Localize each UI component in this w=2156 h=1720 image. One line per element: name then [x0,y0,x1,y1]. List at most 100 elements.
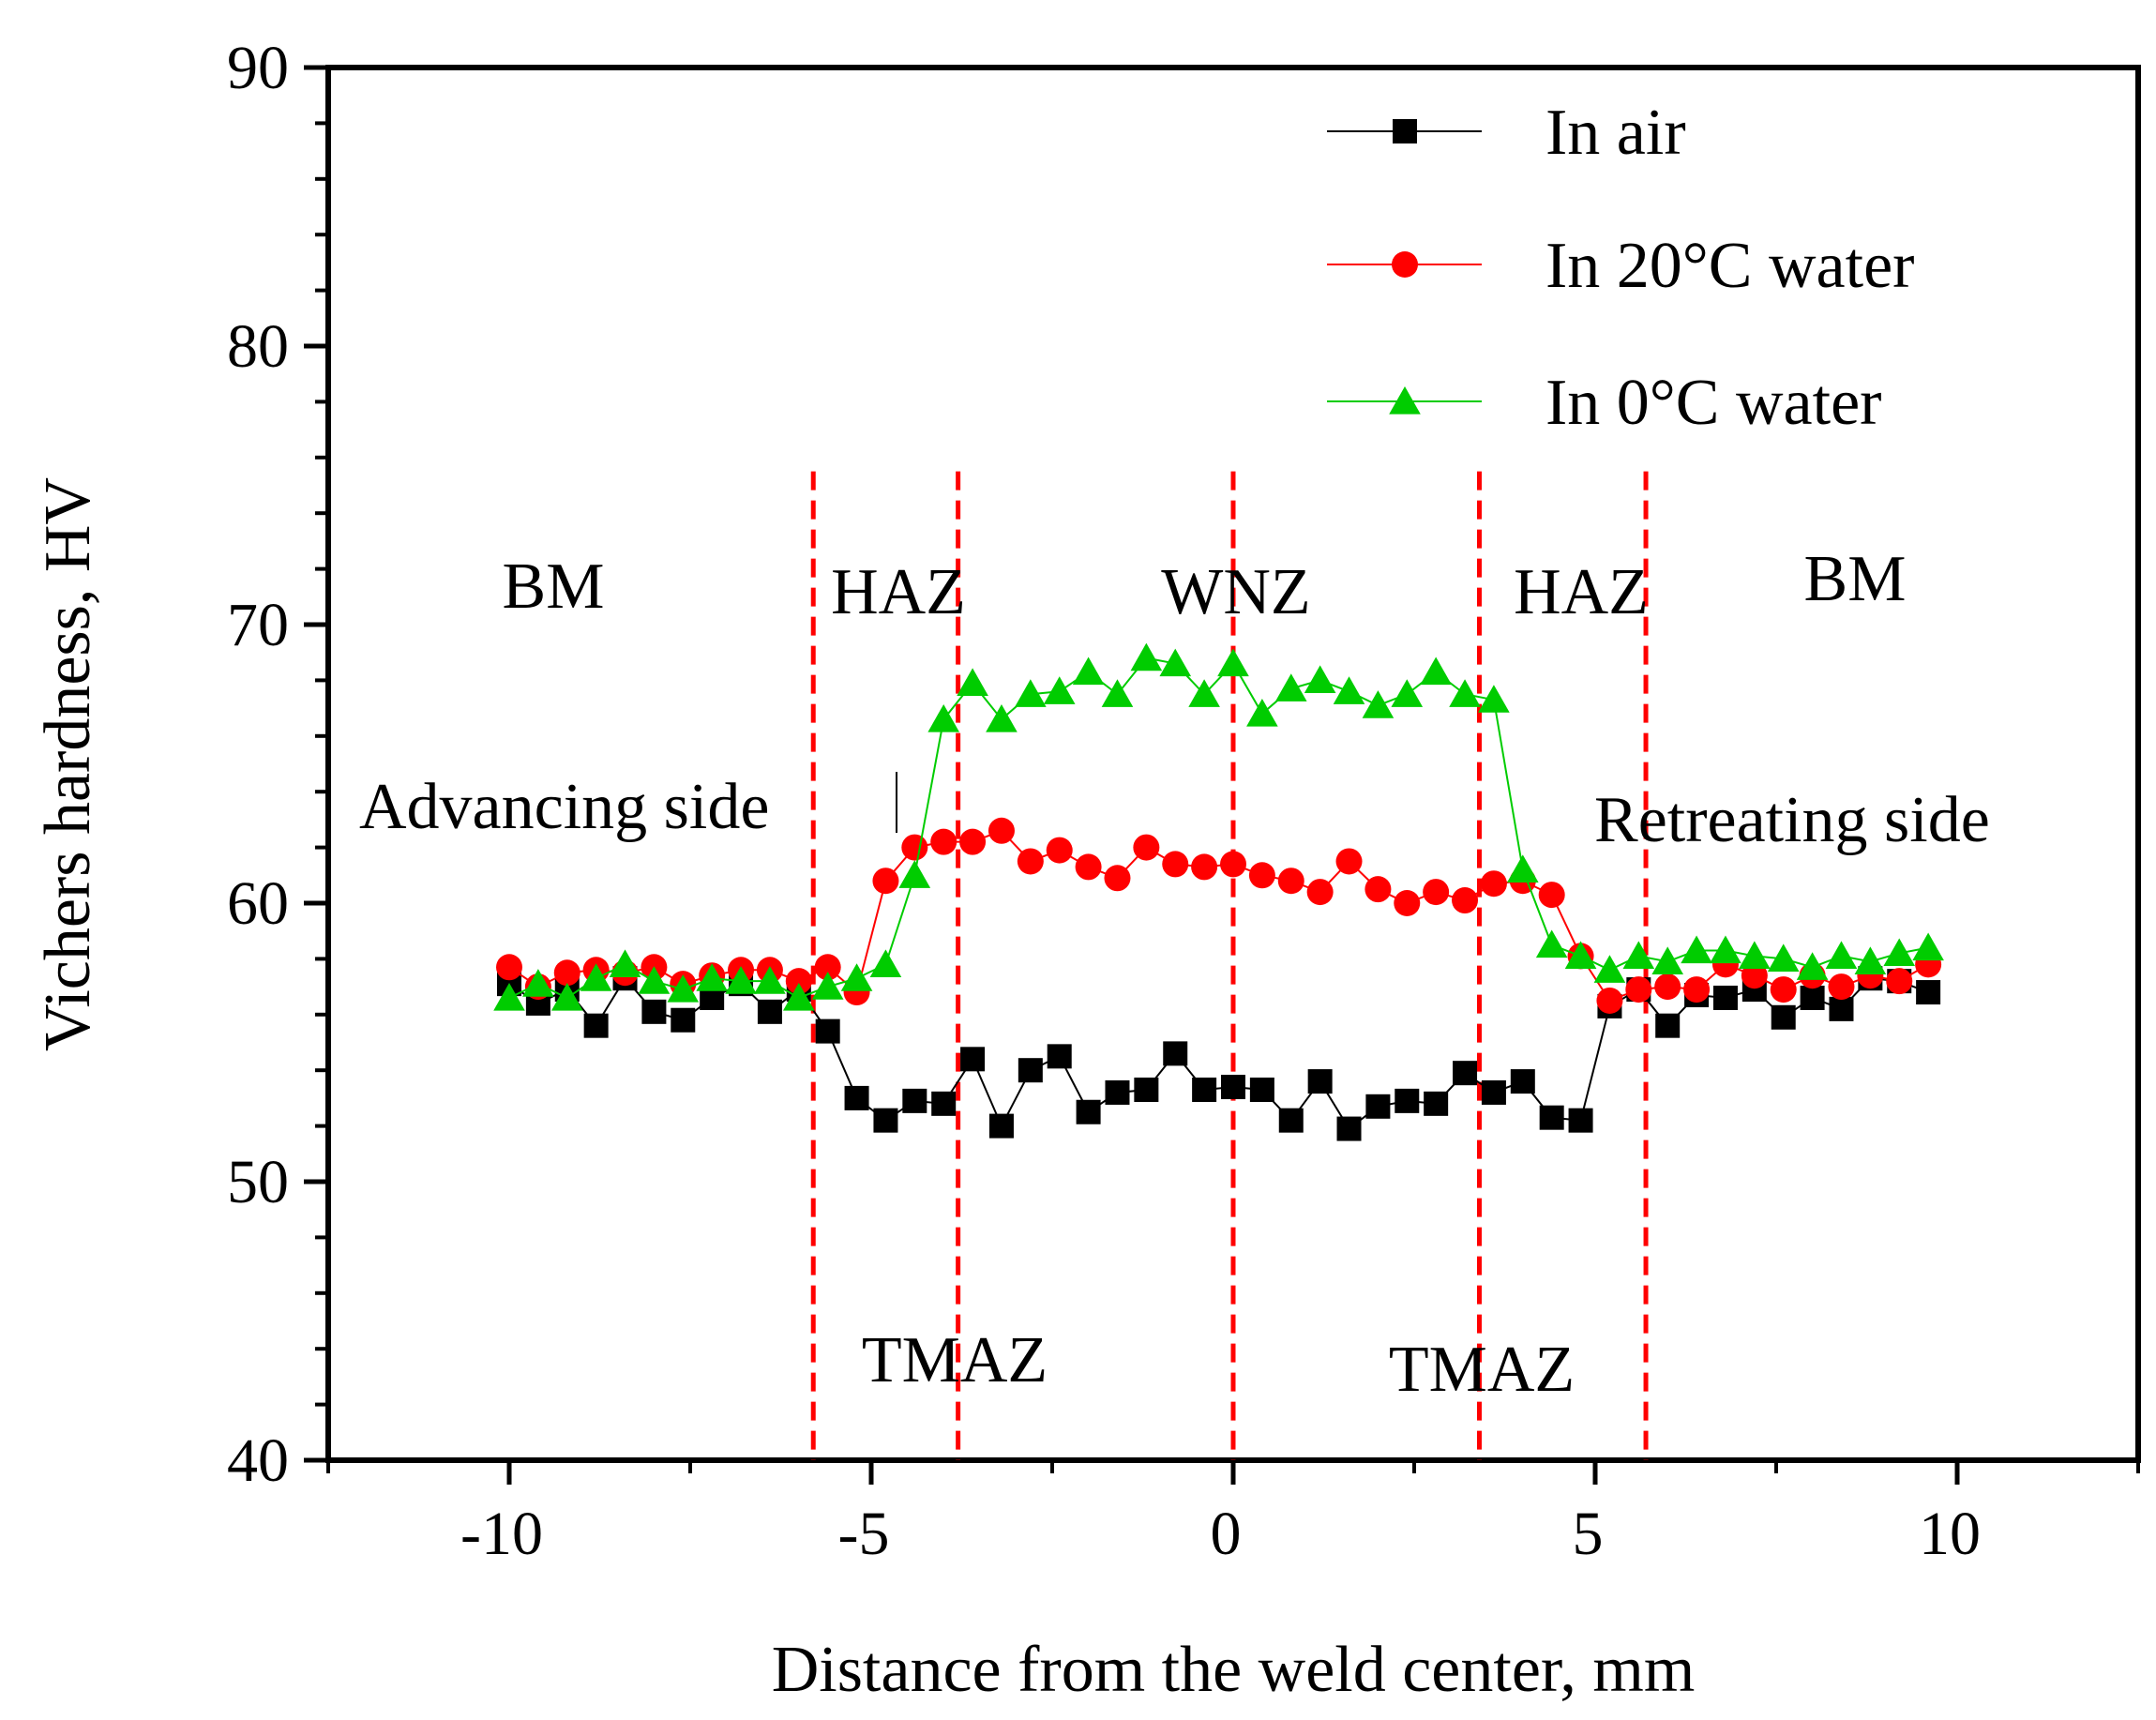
data-point [1420,656,1452,686]
data-point [641,999,667,1024]
data-point [1800,985,1825,1010]
data-point [844,1085,869,1110]
data-point [1683,976,1711,1003]
data-point [1510,1069,1535,1094]
y-tick-label: 40 [227,1426,289,1495]
data-point [1535,929,1568,958]
legend-marker-circle [1392,251,1418,278]
data-point [1596,987,1623,1014]
axis-ticks: -10 -5 0 5 10 40 50 60 70 80 90 [227,34,2140,1568]
data-point [609,949,641,977]
data-point [1712,985,1738,1010]
annotation-haz-left: HAZ [831,556,966,628]
data-point [522,969,554,997]
data-point [1449,679,1481,707]
legend-marker-square [1393,119,1417,143]
data-point [1796,952,1829,980]
series-layer [493,642,1944,1141]
data-point [1221,1075,1245,1100]
data-point [1741,962,1768,989]
data-point [1043,676,1076,704]
data-point [1192,1077,1217,1102]
annotation-retreating-side: Retreating side [1594,784,1990,856]
data-point [1105,1079,1130,1105]
data-point [1452,887,1479,914]
annotation-bm-right: BM [1804,543,1907,615]
x-axis-title: Distance from the weld center, mm [772,1634,1696,1706]
data-point [1307,1069,1333,1094]
data-point [901,834,928,861]
y-tick-label: 50 [227,1148,289,1216]
x-tick-label: 5 [1573,1500,1604,1568]
annotation-wnz: WNZ [1161,556,1310,628]
data-point [1854,946,1887,974]
data-point [1423,879,1450,906]
data-point [1306,879,1334,906]
data-point [1278,1108,1304,1133]
data-point [1771,1004,1796,1030]
data-point [667,974,700,1003]
data-point [1188,679,1220,707]
y-tick-label: 90 [227,34,289,102]
data-point [671,1007,696,1033]
legend: In air In 20°C water In 0°C water [1327,97,1914,439]
data-point [986,703,1018,732]
data-point [1770,976,1797,1003]
data-point [1104,865,1131,892]
data-point [580,963,612,991]
data-point [1564,941,1597,970]
data-point [1538,882,1565,909]
data-point [1539,1105,1564,1130]
annotation-advancing-side: Advancing side [359,771,769,843]
x-tick-label: -10 [460,1500,543,1568]
data-point [1710,935,1741,964]
data-point [553,959,580,987]
data-point [1101,679,1134,707]
data-point [811,972,844,1000]
series-triangle [493,642,1944,1011]
data-point [1133,834,1160,861]
data-point [496,954,522,981]
data-point [1739,941,1771,970]
data-point [815,1018,840,1044]
annotation-tmaz-right: TMAZ [1389,1334,1575,1406]
legend-label: In 20°C water [1545,230,1914,302]
y-axis-title: Vichers hardness, HV [32,477,104,1051]
annotation-haz-right: HAZ [1514,556,1649,628]
y-tick-label: 80 [227,312,289,381]
data-point [898,860,931,888]
data-point [1453,1061,1478,1086]
data-point [493,982,525,1011]
data-point [1159,648,1192,677]
data-point [1130,642,1163,671]
data-point [1249,1077,1274,1102]
data-point [1481,1079,1506,1105]
data-point [1916,980,1941,1005]
data-point [1047,1044,1072,1069]
data-point [1134,1077,1159,1102]
data-point [1593,955,1626,983]
data-point [1277,868,1304,895]
x-tick-label: -5 [838,1500,890,1568]
data-point [725,966,757,994]
data-point [902,1088,927,1113]
legend-label: In air [1545,97,1686,169]
data-point [1017,848,1044,875]
data-point [1478,685,1510,713]
data-point [1655,1013,1681,1038]
data-point [872,868,899,895]
data-point [931,1091,957,1116]
data-point [1883,938,1916,967]
annotation-bm-left: BM [503,551,605,623]
data-point [1163,1041,1188,1066]
data-point [1336,1116,1362,1141]
data-point [1162,851,1189,878]
data-point [550,982,583,1011]
data-point [1220,851,1246,878]
annotation-tmaz-left: TMAZ [862,1324,1048,1396]
data-point [1622,941,1655,970]
data-point [930,828,957,855]
data-point [1828,973,1855,1001]
data-point [1681,935,1712,964]
data-point [1651,946,1683,974]
